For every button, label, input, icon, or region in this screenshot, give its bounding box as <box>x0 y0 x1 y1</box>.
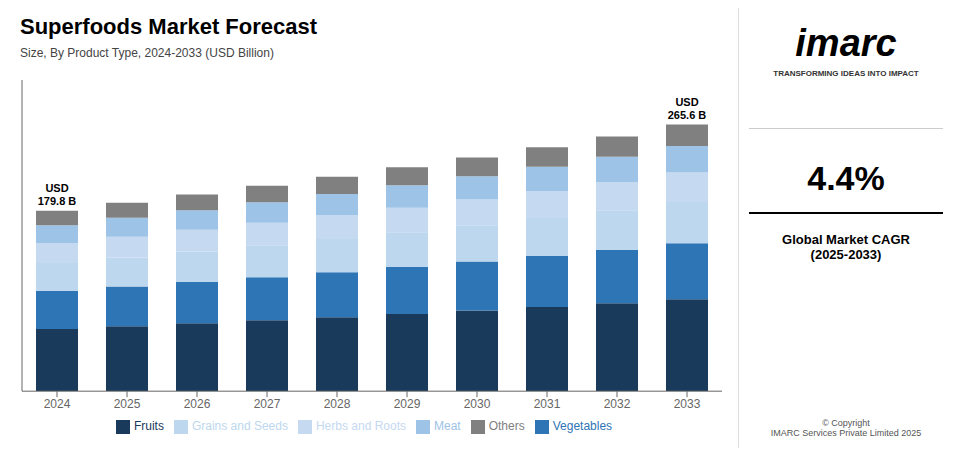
html-text:TRANSFORMING IDEAS INTO IMPACT: TRANSFORMING IDEAS INTO IMPACT <box>773 69 919 78</box>
svg-text:2033: 2033 <box>674 397 701 411</box>
html-text:imarc: imarc <box>795 22 897 64</box>
html-text:Meat: Meat <box>434 419 461 434</box>
html-text:Others: Others <box>488 419 525 434</box>
svg-text:USD179.8 B: USD179.8 B <box>38 182 77 207</box>
svg-text:USD265.6 B: USD265.6 B <box>668 96 707 121</box>
html-text:Fruits: Fruits <box>133 419 164 434</box>
html-text:Global Market CAGR (2025-2033): Global Market CAGR (2025-2033) <box>782 232 910 262</box>
svg-text:2027: 2027 <box>254 397 281 411</box>
html-text:Superfoods Market Forecast: Superfoods Market Forecast <box>20 14 318 39</box>
html-text:Vegetables: Vegetables <box>552 419 613 434</box>
svg-text:2031: 2031 <box>534 397 561 411</box>
svg-text:2026: 2026 <box>184 397 211 411</box>
svg-text:2032: 2032 <box>604 397 631 411</box>
svg-text:2025: 2025 <box>114 397 141 411</box>
html-text:4.4%: 4.4% <box>807 159 885 197</box>
html-text:Size, By Product Type, 2024-20: Size, By Product Type, 2024-2033 (USD Bi… <box>20 46 274 60</box>
html-text:Herbs and Roots: Herbs and Roots <box>316 419 406 434</box>
svg-text:2029: 2029 <box>394 397 421 411</box>
svg-text:2028: 2028 <box>324 397 351 411</box>
html-text:Grains and Seeds: Grains and Seeds <box>191 419 288 434</box>
svg-text:2030: 2030 <box>464 397 491 411</box>
html-text:© Copyright IMARC Services Pri: © Copyright IMARC Services Private Limit… <box>770 418 922 438</box>
svg-text:2024: 2024 <box>44 397 71 411</box>
